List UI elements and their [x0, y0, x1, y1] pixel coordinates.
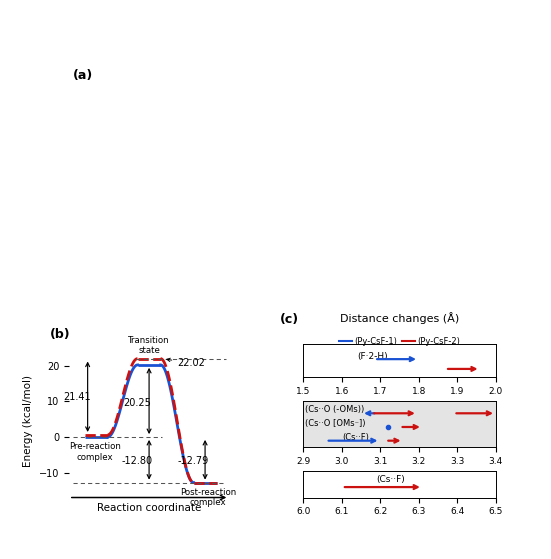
Y-axis label: Energy (kcal/mol): Energy (kcal/mol): [23, 375, 33, 467]
X-axis label: Reaction coordinate: Reaction coordinate: [97, 503, 201, 513]
Text: -12.80: -12.80: [121, 456, 153, 466]
Text: Pre-reaction
complex: Pre-reaction complex: [69, 442, 121, 462]
Text: 20.25: 20.25: [123, 398, 152, 408]
Text: Transition
state: Transition state: [128, 335, 170, 355]
Text: (b): (b): [50, 328, 70, 342]
Text: Post-reaction
complex: Post-reaction complex: [180, 488, 236, 508]
Title: Distance changes (Å): Distance changes (Å): [340, 312, 460, 324]
Text: 21.41: 21.41: [63, 392, 91, 402]
Text: (a): (a): [73, 69, 94, 82]
Text: (Cs··O (-OMs)): (Cs··O (-OMs)): [305, 405, 365, 414]
Text: 22.02: 22.02: [167, 358, 205, 368]
Text: (Cs··F): (Cs··F): [376, 475, 406, 484]
Text: (Cs··F): (Cs··F): [342, 433, 369, 442]
Legend: (Py-CsF-1), (Py-CsF-2): (Py-CsF-1), (Py-CsF-2): [336, 334, 463, 349]
Text: (Cs··O [OMs⁻]): (Cs··O [OMs⁻]): [305, 419, 366, 428]
Text: (F·2-H): (F·2-H): [357, 352, 388, 361]
Text: (c): (c): [280, 313, 299, 326]
Text: -12.79: -12.79: [178, 456, 209, 466]
